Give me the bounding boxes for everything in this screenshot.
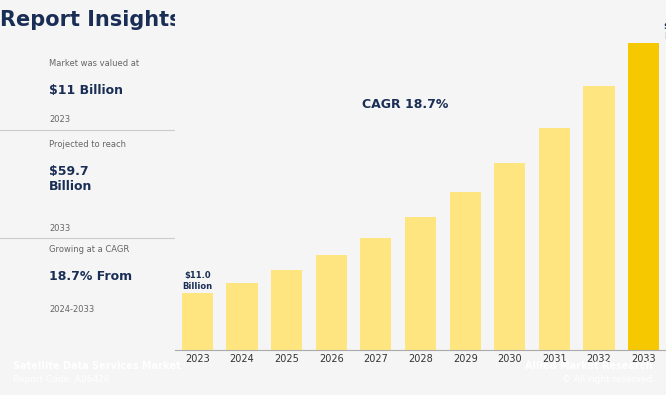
Bar xyxy=(405,217,436,350)
Text: 2023: 2023 xyxy=(49,115,70,124)
Text: © All right reserved: © All right reserved xyxy=(562,375,653,384)
Text: Growing at a CAGR: Growing at a CAGR xyxy=(49,245,129,254)
Text: Market was valued at: Market was valued at xyxy=(49,60,139,68)
Bar xyxy=(628,43,659,350)
Bar xyxy=(539,128,570,350)
Text: Report Code: A06428: Report Code: A06428 xyxy=(13,375,110,384)
Bar xyxy=(360,238,392,350)
Text: Satellite Data Services Market: Satellite Data Services Market xyxy=(13,361,181,371)
Bar xyxy=(450,192,481,350)
Text: $59.7
Billion: $59.7 Billion xyxy=(49,164,93,192)
Text: Projected to reach: Projected to reach xyxy=(49,140,126,149)
Text: $11.0
Billion: $11.0 Billion xyxy=(182,271,212,291)
Text: CAGR 18.7%: CAGR 18.7% xyxy=(362,98,448,111)
Bar xyxy=(494,163,525,350)
Text: 18.7% From: 18.7% From xyxy=(49,269,132,282)
Bar xyxy=(182,293,213,350)
Bar xyxy=(271,270,302,350)
Text: Allied Market Research: Allied Market Research xyxy=(525,361,653,371)
Bar xyxy=(226,282,258,350)
Bar xyxy=(316,255,347,350)
Bar xyxy=(583,87,615,350)
Text: 2033: 2033 xyxy=(49,224,70,233)
Text: Report Insights: Report Insights xyxy=(0,11,182,30)
Text: 2024-2033: 2024-2033 xyxy=(49,305,95,314)
Text: $11 Billion: $11 Billion xyxy=(49,84,123,97)
Text: $59.7
Billion: $59.7 Billion xyxy=(664,22,666,41)
